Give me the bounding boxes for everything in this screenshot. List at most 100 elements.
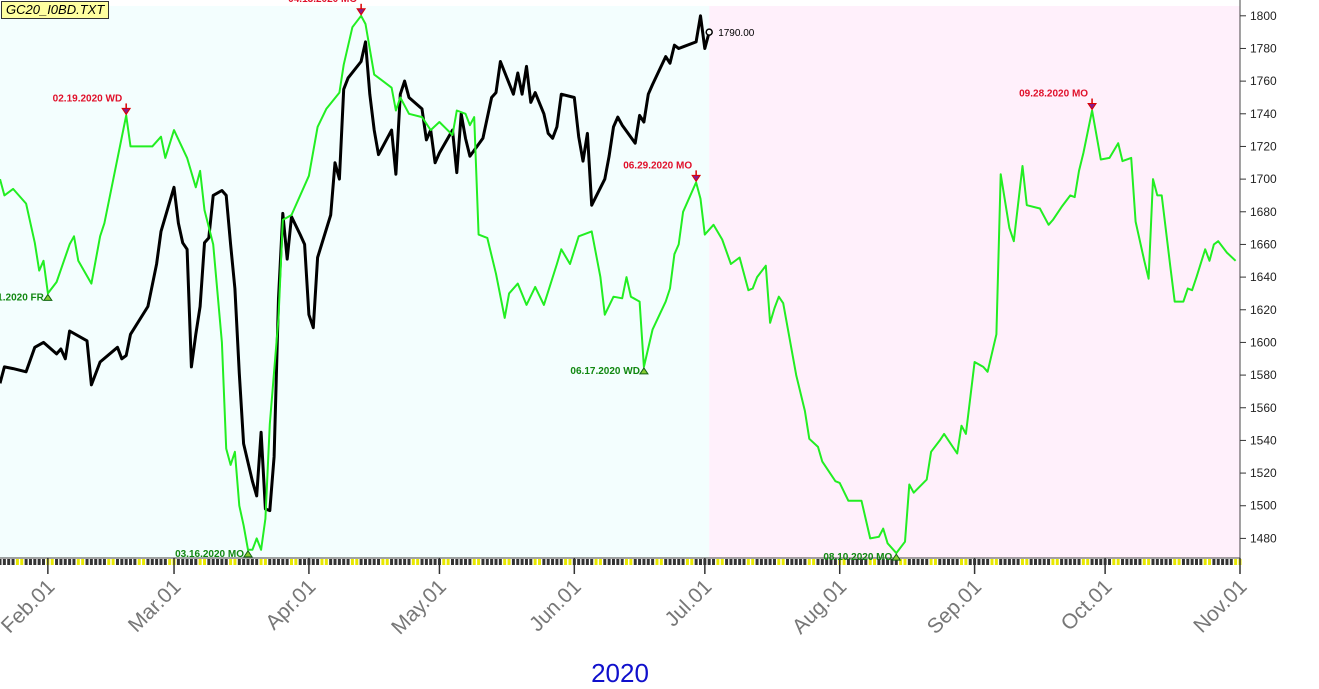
day-tick (494, 559, 498, 565)
day-tick (738, 559, 742, 565)
day-tick (899, 559, 903, 565)
day-tick (659, 559, 663, 565)
day-tick (202, 559, 206, 565)
y-tick-label: 1780 (1250, 41, 1277, 55)
day-tick (842, 559, 846, 565)
day-tick (429, 559, 433, 565)
day-tick (216, 559, 220, 565)
day-tick (472, 559, 476, 565)
day-tick (142, 559, 146, 565)
day-tick (1112, 559, 1116, 565)
day-tick (42, 559, 46, 565)
day-tick (907, 559, 911, 565)
day-tick (942, 559, 946, 565)
axis-lines (0, 0, 1242, 565)
day-tick (459, 559, 463, 565)
day-tick (107, 559, 111, 565)
y-tick-label: 1520 (1250, 466, 1277, 480)
day-tick (712, 559, 716, 565)
day-tick (1090, 559, 1094, 565)
day-tick (477, 559, 481, 565)
day-tick (411, 559, 415, 565)
day-tick (633, 559, 637, 565)
day-tick (864, 559, 868, 565)
day-tick (398, 559, 402, 565)
day-tick (877, 559, 881, 565)
day-tick (211, 559, 215, 565)
day-tick (137, 559, 141, 565)
day-tick (1138, 559, 1142, 565)
day-tick (2, 559, 6, 565)
day-tick (298, 559, 302, 565)
day-tick (76, 559, 80, 565)
day-tick (1121, 559, 1125, 565)
day-tick (625, 559, 629, 565)
series-lines (0, 14, 1237, 555)
day-tick (816, 559, 820, 565)
day-tick (63, 559, 67, 565)
x-tick-label: Mar.01 (124, 575, 186, 637)
day-tick (568, 559, 572, 565)
day-tick (263, 559, 267, 565)
day-tick (342, 559, 346, 565)
day-tick (1164, 559, 1168, 565)
day-tick (594, 559, 598, 565)
day-tick (272, 559, 276, 565)
day-tick (820, 559, 824, 565)
day-tick (894, 559, 898, 565)
day-tick (320, 559, 324, 565)
day-tick (316, 559, 320, 565)
day-tick (311, 559, 315, 565)
day-tick (181, 559, 185, 565)
day-tick (590, 559, 594, 565)
history-background (0, 6, 710, 558)
day-tick (1086, 559, 1090, 565)
day-tick (124, 559, 128, 565)
day-tick (207, 559, 211, 565)
day-tick (7, 559, 11, 565)
day-tick (1012, 559, 1016, 565)
day-tick (1047, 559, 1051, 565)
day-tick (960, 559, 964, 565)
day-tick (468, 559, 472, 565)
day-tick (133, 559, 137, 565)
day-tick (707, 559, 711, 565)
day-tick (598, 559, 602, 565)
day-tick (716, 559, 720, 565)
day-tick (903, 559, 907, 565)
day-tick (951, 559, 955, 565)
day-tick (559, 559, 563, 565)
day-tick (407, 559, 411, 565)
day-tick (968, 559, 972, 565)
day-tick (485, 559, 489, 565)
top-annotation-label: 06.29.2020 MO (623, 160, 692, 171)
day-tick (698, 559, 702, 565)
bottom-arrow-icon (42, 293, 53, 301)
day-tick (542, 559, 546, 565)
day-tick (1077, 559, 1081, 565)
bottom-arrow-icon (638, 367, 649, 375)
day-tick (533, 559, 537, 565)
day-tick (1160, 559, 1164, 565)
day-tick (1234, 559, 1238, 565)
day-tick (790, 559, 794, 565)
day-tick (933, 559, 937, 565)
day-tick (446, 559, 450, 565)
day-tick (881, 559, 885, 565)
day-tick (964, 559, 968, 565)
day-tick (81, 559, 85, 565)
day-tick (368, 559, 372, 565)
day-tick (1029, 559, 1033, 565)
day-tick (755, 559, 759, 565)
y-tick-label: 1680 (1250, 205, 1277, 219)
top-annotation-label: 09.28.2020 MO (1019, 89, 1088, 100)
day-tick (768, 559, 772, 565)
top-arrow-icon (691, 174, 702, 183)
day-tick (1199, 559, 1203, 565)
day-tick (176, 559, 180, 565)
day-tick (846, 559, 850, 565)
y-tick-label: 1740 (1250, 107, 1277, 121)
x-tick-label: Feb.01 (0, 575, 59, 638)
file-name-label: GC20_I0BD.TXT (1, 1, 110, 19)
day-tick (1081, 559, 1085, 565)
